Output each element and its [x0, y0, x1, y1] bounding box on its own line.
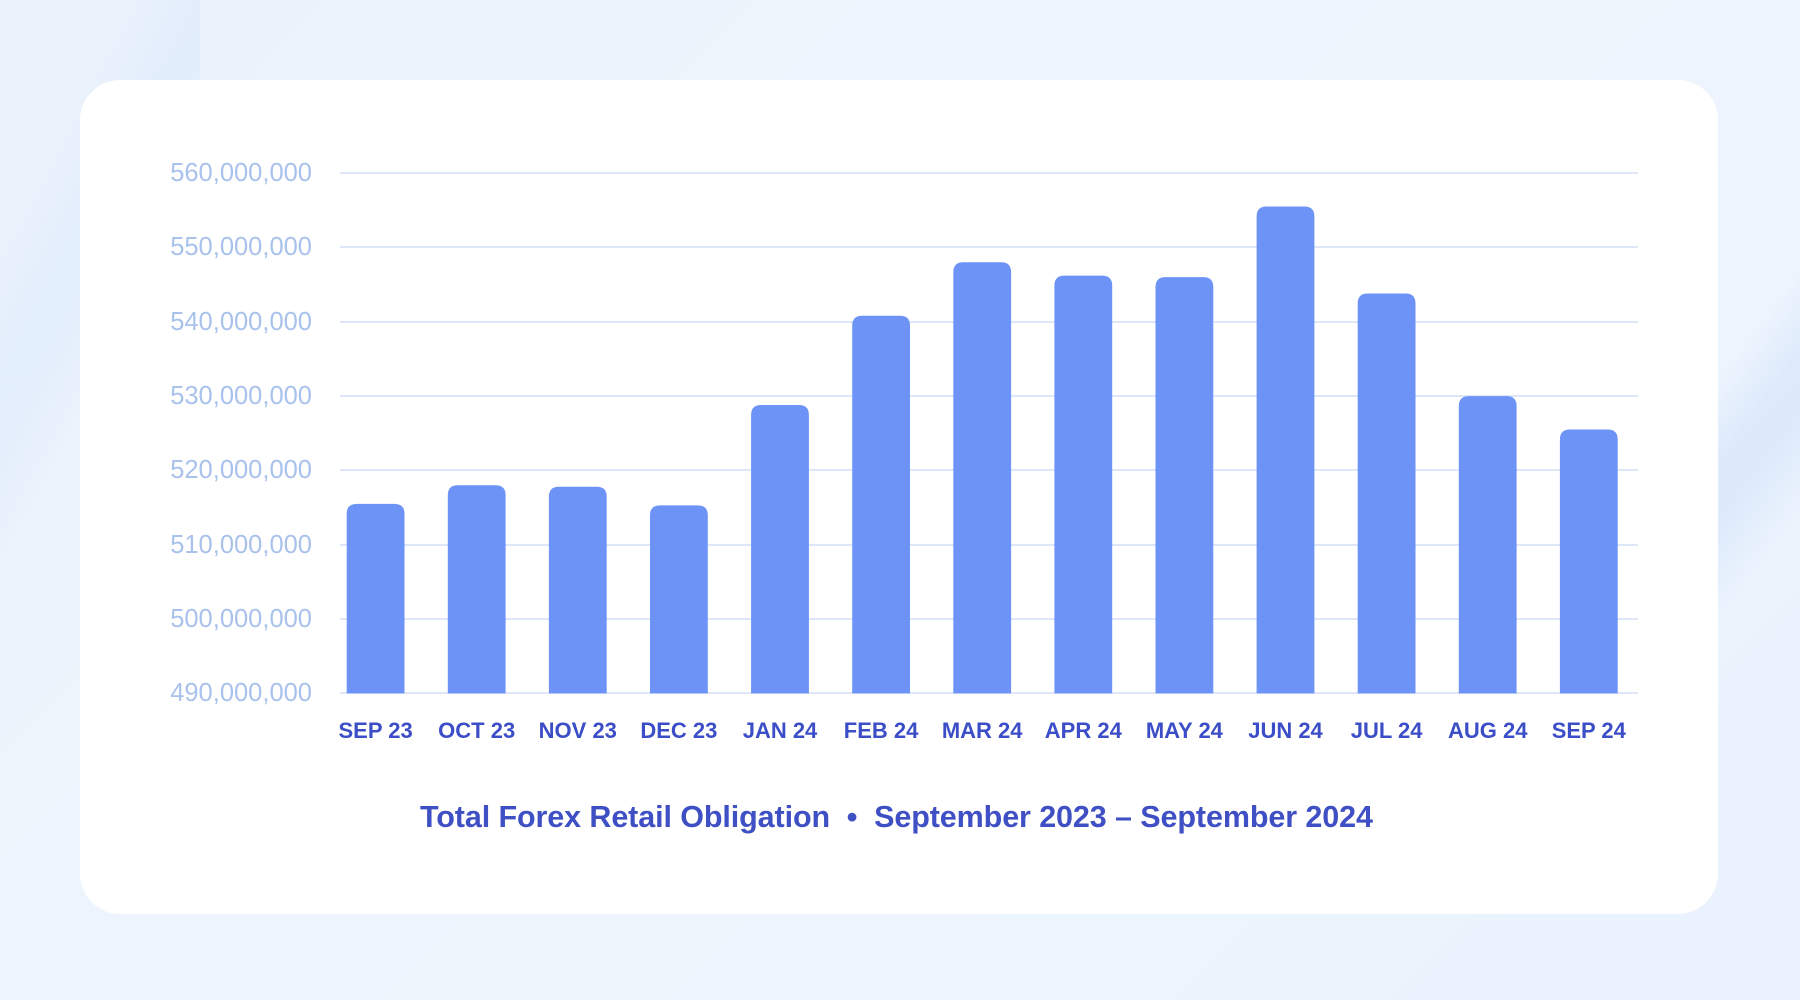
svg-text:APR 24: APR 24: [1045, 718, 1123, 743]
svg-text:JUL 24: JUL 24: [1351, 718, 1424, 743]
svg-text:490,000,000: 490,000,000: [170, 679, 312, 707]
svg-text:JUN 24: JUN 24: [1248, 718, 1323, 743]
svg-text:540,000,000: 540,000,000: [170, 308, 312, 336]
svg-text:530,000,000: 530,000,000: [170, 382, 312, 410]
svg-text:AUG 24: AUG 24: [1448, 718, 1528, 743]
svg-text:500,000,000: 500,000,000: [170, 605, 312, 633]
svg-text:560,000,000: 560,000,000: [170, 159, 312, 187]
svg-text:DEC 23: DEC 23: [640, 718, 717, 743]
svg-text:OCT 23: OCT 23: [438, 718, 515, 743]
svg-text:MAY 24: MAY 24: [1146, 718, 1224, 743]
svg-text:MAR 24: MAR 24: [942, 718, 1023, 743]
svg-text:FEB 24: FEB 24: [844, 718, 919, 743]
svg-text:550,000,000: 550,000,000: [170, 233, 312, 261]
svg-text:520,000,000: 520,000,000: [170, 456, 312, 484]
svg-text:SEP 23: SEP 23: [338, 718, 412, 743]
svg-text:510,000,000: 510,000,000: [170, 531, 312, 559]
svg-text:NOV 23: NOV 23: [539, 718, 617, 743]
svg-text:JAN 24: JAN 24: [743, 718, 818, 743]
svg-text:SEP 24: SEP 24: [1552, 718, 1627, 743]
